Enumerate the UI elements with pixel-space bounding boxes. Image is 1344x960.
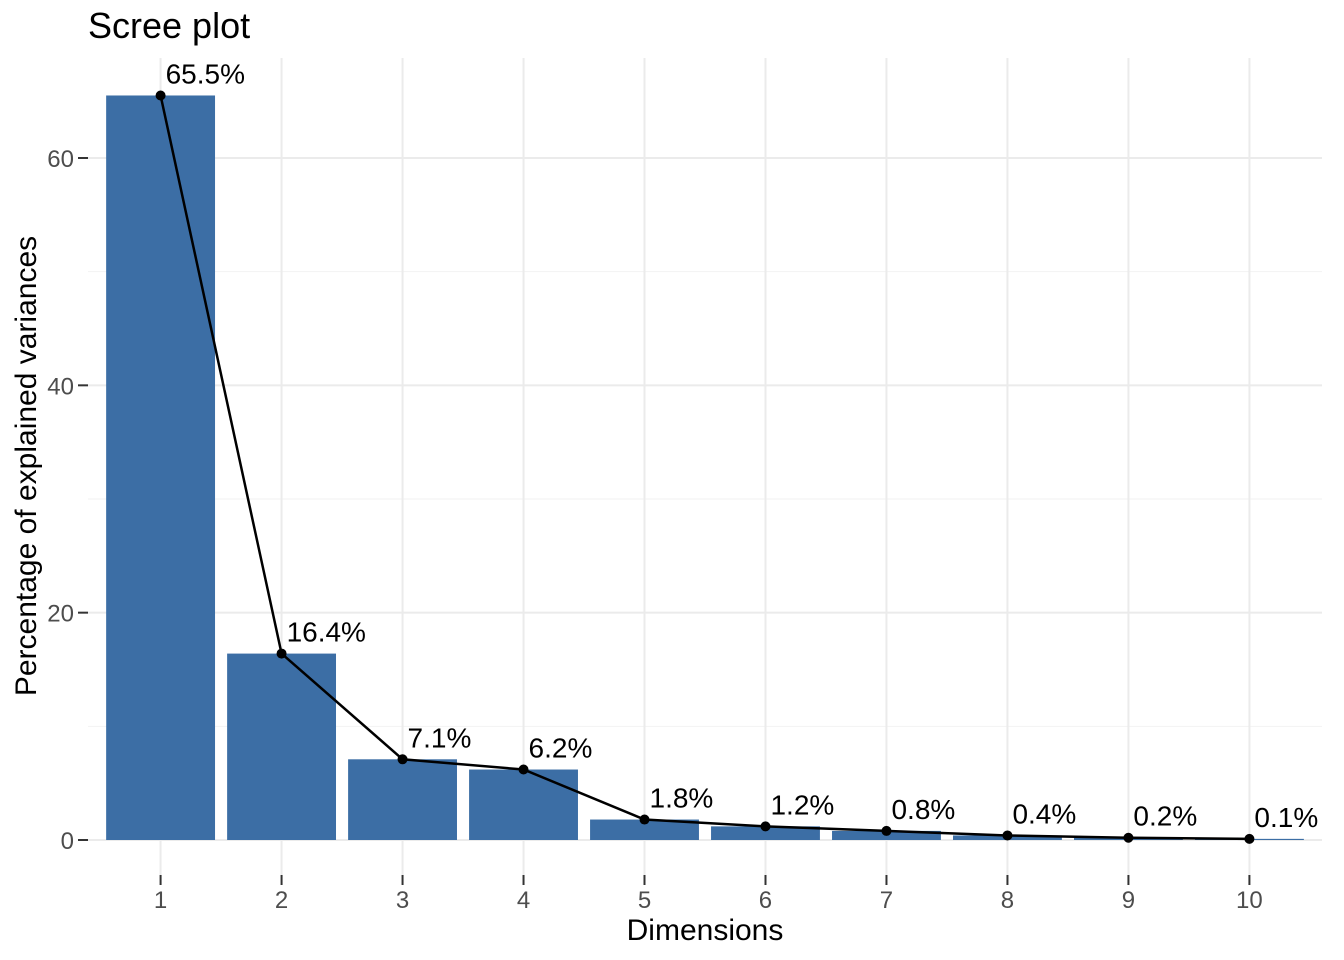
x-tick-label: 10 bbox=[1236, 887, 1263, 914]
x-tick-label: 8 bbox=[1001, 887, 1014, 914]
value-label-dim-7: 0.8% bbox=[891, 794, 955, 825]
bar-dim-1 bbox=[106, 95, 216, 841]
point-dim-4 bbox=[518, 764, 529, 775]
x-tick-label: 2 bbox=[275, 887, 288, 914]
value-label-dim-6: 1.2% bbox=[770, 789, 834, 820]
value-label-dim-4: 6.2% bbox=[529, 733, 593, 764]
value-label-dim-1: 65.5% bbox=[166, 58, 245, 89]
x-tick-label: 6 bbox=[759, 887, 772, 914]
chart-title: Scree plot bbox=[88, 5, 250, 46]
value-label-dim-10: 0.1% bbox=[1254, 802, 1318, 833]
point-dim-2 bbox=[276, 648, 287, 659]
x-tick-label: 4 bbox=[517, 887, 530, 914]
point-dim-10 bbox=[1244, 833, 1255, 844]
x-tick-label: 1 bbox=[154, 887, 167, 914]
point-dim-5 bbox=[639, 814, 650, 825]
value-label-dim-2: 16.4% bbox=[287, 617, 366, 648]
point-dim-7 bbox=[881, 825, 892, 836]
point-dim-9 bbox=[1123, 832, 1134, 843]
bar-dim-3 bbox=[348, 759, 457, 840]
point-dim-1 bbox=[155, 90, 166, 101]
x-tick-label: 7 bbox=[880, 887, 893, 914]
y-tick-label: 0 bbox=[61, 828, 74, 855]
scree-line bbox=[159, 95, 1250, 841]
y-axis-title: Percentage of explained variances bbox=[10, 236, 43, 696]
bar-dim-6 bbox=[711, 826, 820, 840]
bar-dim-2 bbox=[227, 653, 337, 840]
bar-dim-5 bbox=[590, 819, 699, 840]
point-dim-3 bbox=[397, 754, 408, 765]
point-dim-8 bbox=[1002, 830, 1013, 841]
x-axis-title: Dimensions bbox=[627, 914, 784, 947]
value-label-dim-3: 7.1% bbox=[408, 722, 472, 753]
y-tick-label: 20 bbox=[47, 601, 74, 628]
x-tick-label: 5 bbox=[638, 887, 651, 914]
value-label-dim-9: 0.2% bbox=[1133, 801, 1197, 832]
x-tick-label: 3 bbox=[396, 887, 409, 914]
point-dim-6 bbox=[760, 821, 771, 832]
y-tick-label: 60 bbox=[47, 146, 74, 173]
bar-dim-4 bbox=[469, 769, 578, 840]
y-tick-label: 40 bbox=[47, 373, 74, 400]
x-tick-label: 9 bbox=[1122, 887, 1135, 914]
value-label-dim-8: 0.4% bbox=[1012, 798, 1076, 829]
value-label-dim-5: 1.8% bbox=[650, 783, 714, 814]
plot-panel: 65.5% 16.4% 7.1% 6.2% 1.8% 1.2% 0.8% 0.4% 0.2% 0.… bbox=[47, 58, 1322, 914]
